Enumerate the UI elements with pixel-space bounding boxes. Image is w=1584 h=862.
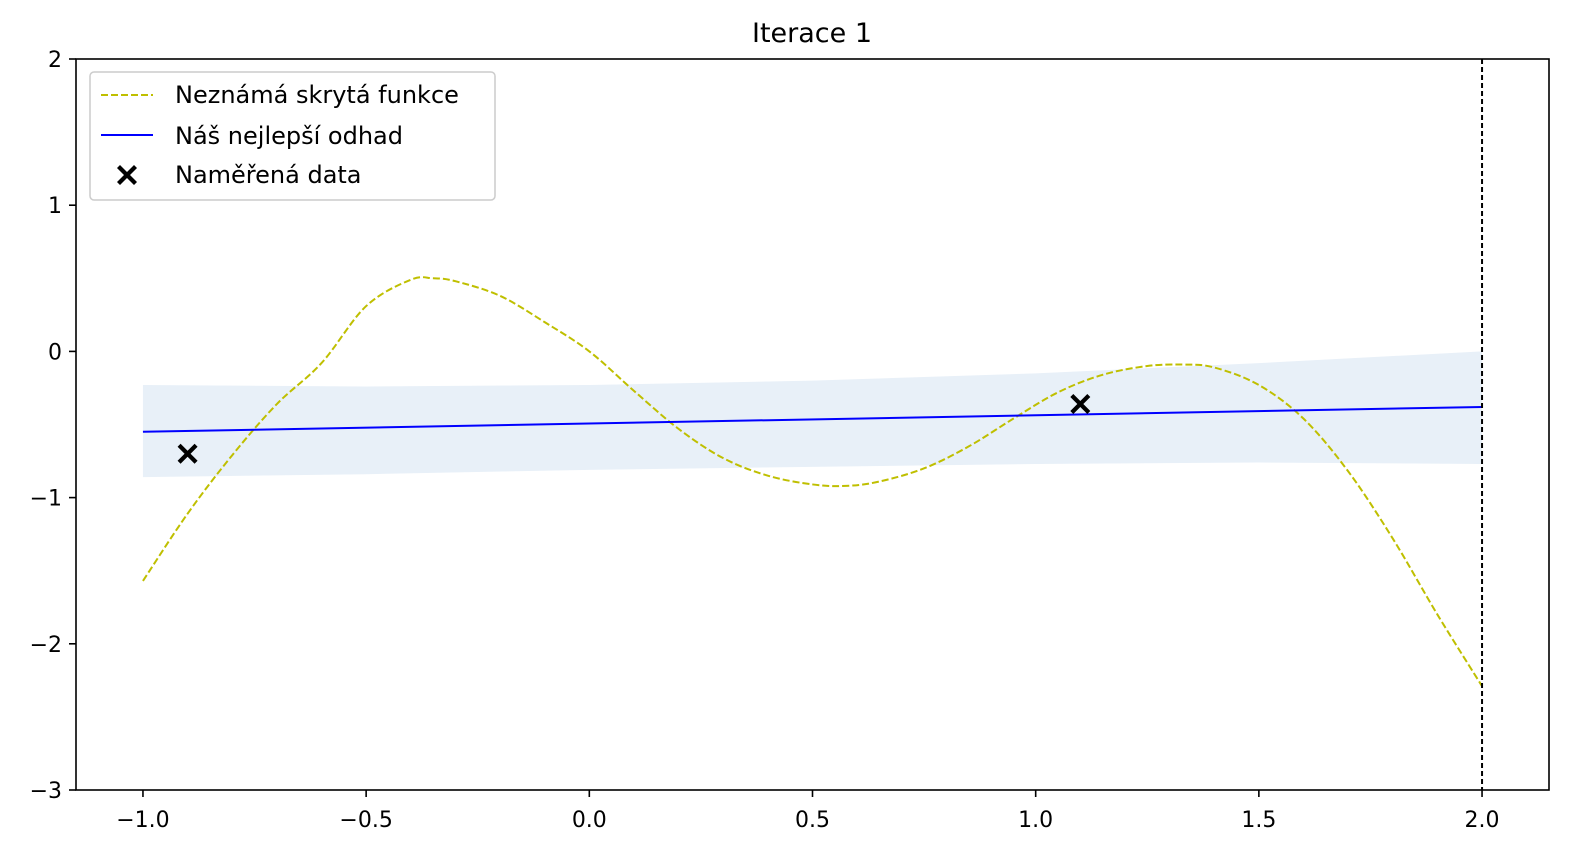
y-tick-label: −2 (30, 633, 62, 658)
x-tick-label: 1.5 (1241, 808, 1276, 833)
y-tick-label: 0 (48, 340, 62, 365)
x-tick-label: −1.0 (116, 808, 169, 833)
legend: Neznámá skrytá funkce Náš nejlepší odhad… (89, 71, 496, 201)
y-tick-label: 2 (48, 48, 62, 73)
measured-data-point (177, 443, 198, 464)
measured-data-point (1070, 394, 1091, 415)
y-tick-label: 1 (48, 194, 62, 219)
confidence-band (142, 351, 1483, 478)
y-tick-label: −1 (30, 487, 62, 512)
legend-swatch-measured-data (117, 165, 137, 185)
chart-title: Iterace 1 (752, 18, 872, 49)
x-tick-label: −0.5 (339, 808, 392, 833)
series-hidden-function-line (142, 276, 1483, 687)
x-axis: −1.0 −0.5 0.0 0.5 1.0 1.5 2.0 (116, 790, 1500, 833)
x-tick-label: 2.0 (1465, 808, 1500, 833)
x-tick-label: 0.0 (572, 808, 607, 833)
legend-label-best-estimate: Náš nejlepší odhad (175, 122, 403, 150)
y-axis: −3 −2 −1 0 1 2 (30, 48, 76, 804)
legend-label-hidden-function: Neznámá skrytá funkce (175, 81, 459, 109)
y-tick-label: −3 (30, 779, 62, 804)
x-tick-label: 0.5 (795, 808, 830, 833)
x-tick-label: 1.0 (1018, 808, 1053, 833)
series-best-estimate-line (142, 405, 1483, 433)
plot-area (142, 59, 1484, 790)
legend-box (89, 71, 496, 201)
legend-label-measured-data: Naměřená data (175, 161, 362, 189)
